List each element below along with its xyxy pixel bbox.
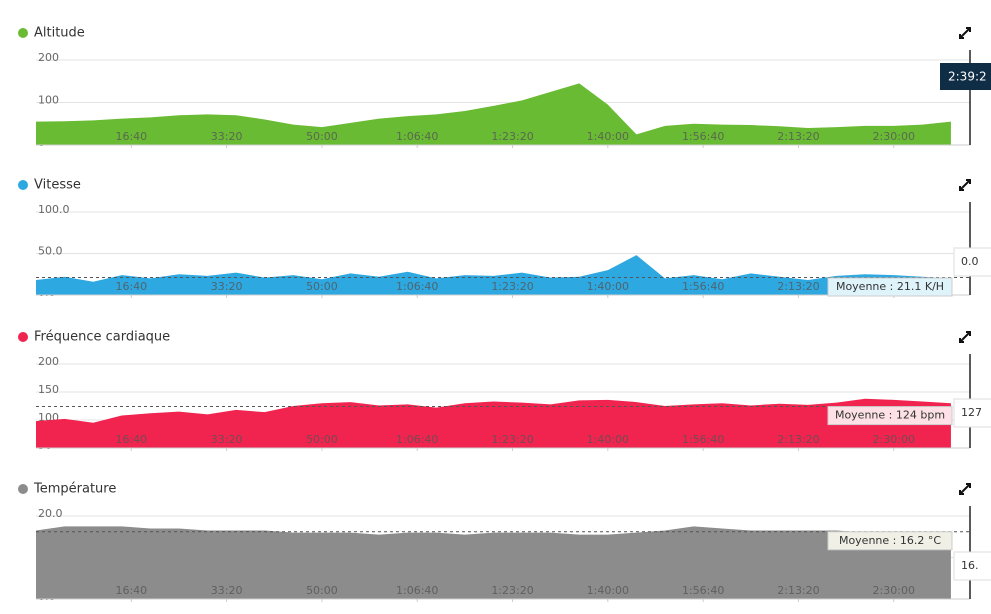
x-tick-label: 50:00 xyxy=(306,433,338,446)
x-tick-label: 1:23:20 xyxy=(491,584,533,597)
y-tick-label: 50.0 xyxy=(38,245,63,258)
x-tick-label: 33:20 xyxy=(211,130,243,143)
x-tick-label: 2:30:00 xyxy=(873,130,915,143)
x-tick-label: 50:00 xyxy=(306,130,338,143)
x-tick-label: 1:06:40 xyxy=(396,130,438,143)
x-tick-label: 1:23:20 xyxy=(491,130,533,143)
legend-dot xyxy=(18,484,28,494)
mean-label-box xyxy=(827,531,953,551)
area xyxy=(36,83,951,145)
x-tick-label: 16:40 xyxy=(115,433,147,446)
expand-button[interactable] xyxy=(959,27,971,39)
x-tick-label: 33:20 xyxy=(211,280,243,293)
x-tick-label: 1:56:40 xyxy=(682,433,724,446)
x-tick-label: 50:00 xyxy=(306,280,338,293)
x-tick-label: 16:40 xyxy=(115,584,147,597)
x-tick-label: 1:40:00 xyxy=(587,584,629,597)
expand-button[interactable] xyxy=(959,179,971,191)
cursor-value: 16. xyxy=(961,559,979,572)
x-tick-label: 2:13:20 xyxy=(777,130,819,143)
legend-dot xyxy=(18,28,28,38)
chart-title: Température xyxy=(33,482,116,497)
chart-title: Vitesse xyxy=(34,178,81,193)
x-tick-label: 2:13:20 xyxy=(777,280,819,293)
x-tick-label: 1:06:40 xyxy=(396,433,438,446)
y-tick-label: 150 xyxy=(38,383,59,396)
cursor-value-box xyxy=(953,398,991,428)
x-tick-label: 1:40:00 xyxy=(587,130,629,143)
x-tick-label: 2:13:20 xyxy=(777,584,819,597)
mean-label: Moyenne : 124 bpm xyxy=(835,409,945,422)
x-tick-label: 2:30:00 xyxy=(873,433,915,446)
cursor-value-box xyxy=(953,247,991,277)
y-tick-label: 100 xyxy=(38,94,59,107)
x-tick-label: 1:06:40 xyxy=(396,280,438,293)
y-tick-label: 200 xyxy=(38,355,59,368)
x-tick-label: 1:40:00 xyxy=(587,433,629,446)
area xyxy=(36,255,951,295)
x-tick-label: 1:56:40 xyxy=(682,130,724,143)
legend-dot xyxy=(18,332,28,342)
mean-label: Moyenne : 16.2 °C xyxy=(839,534,941,547)
cursor-value-box xyxy=(953,551,991,581)
x-tick-label: 50:00 xyxy=(306,584,338,597)
y-tick-label: 100.0 xyxy=(38,203,70,216)
mean-label: Moyenne : 21.1 K/H xyxy=(836,280,944,293)
x-tick-label: 1:56:40 xyxy=(682,584,724,597)
x-tick-label: 1:23:20 xyxy=(491,280,533,293)
area xyxy=(36,398,951,448)
expand-button[interactable] xyxy=(959,331,971,343)
x-tick-label: 1:23:20 xyxy=(491,433,533,446)
mean-label-box xyxy=(827,277,953,297)
area xyxy=(36,526,951,599)
x-tick-label: 2:13:20 xyxy=(777,433,819,446)
x-tick-label: 16:40 xyxy=(115,280,147,293)
expand-button[interactable] xyxy=(959,483,971,495)
x-tick-label: 33:20 xyxy=(211,584,243,597)
chart-title: Altitude xyxy=(34,26,85,41)
legend-dot xyxy=(18,180,28,190)
cursor-value: 0.0 xyxy=(961,255,979,268)
x-tick-label: 33:20 xyxy=(211,433,243,446)
x-tick-label: 1:40:00 xyxy=(587,280,629,293)
y-tick-label: 200 xyxy=(38,51,59,64)
chart-title: Fréquence cardiaque xyxy=(34,330,170,345)
cursor-time-box xyxy=(940,63,991,90)
mean-label-box xyxy=(827,406,953,426)
y-tick-label: 20.0 xyxy=(38,507,63,520)
x-tick-label: 1:06:40 xyxy=(396,584,438,597)
x-tick-label: 2:30:00 xyxy=(873,584,915,597)
x-tick-label: 1:56:40 xyxy=(682,280,724,293)
x-tick-label: 16:40 xyxy=(115,130,147,143)
cursor-time: 2:39:2 xyxy=(948,70,987,84)
cursor-value: 127 xyxy=(961,406,982,419)
